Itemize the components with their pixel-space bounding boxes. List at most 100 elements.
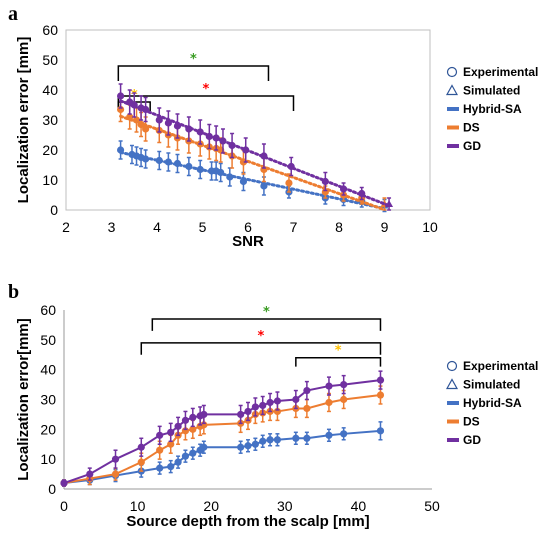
data-point: [325, 398, 333, 407]
significance-bracket: [117, 65, 270, 81]
y-tick-label: 60: [40, 302, 56, 318]
data-point: [292, 395, 300, 404]
legend-label: GD: [463, 139, 481, 153]
data-point: [156, 464, 164, 472]
significance-bracket: [151, 318, 382, 331]
data-point: [217, 168, 225, 177]
series-trendline: [119, 99, 391, 208]
data-point: [237, 410, 245, 419]
data-point: [292, 434, 300, 442]
data-point: [137, 443, 145, 451]
data-point: [242, 146, 250, 154]
data-point: [155, 116, 163, 124]
series-line: [63, 379, 381, 484]
data-point: [155, 156, 163, 165]
data-point: [189, 449, 197, 457]
x-tick-label: 3: [108, 219, 116, 235]
data-point: [86, 470, 94, 478]
data-point: [244, 407, 252, 416]
data-point: [174, 422, 182, 430]
data-point-triangle: [385, 200, 394, 207]
x-tick-label: 0: [60, 498, 68, 514]
y-tick-label: 30: [40, 392, 56, 408]
legend-triangle-marker: [445, 84, 459, 96]
data-point: [173, 159, 182, 168]
data-point: [189, 413, 197, 421]
data-point: [273, 397, 282, 405]
x-tick-label: 20: [203, 498, 219, 514]
data-point: [212, 134, 220, 142]
x-axis-label: Source depth from the scalp [mm]: [126, 513, 369, 530]
data-point: [189, 425, 197, 433]
data-point: [174, 458, 182, 466]
y-tick-label: 50: [42, 52, 58, 68]
data-point: [259, 401, 267, 410]
x-tick-label: 40: [351, 498, 367, 514]
legend-label: Experimental: [463, 359, 538, 373]
plot-frame: [65, 29, 431, 211]
data-point: [111, 470, 120, 478]
data-point: [260, 152, 268, 160]
data-point: [251, 403, 259, 411]
data-point: [111, 455, 120, 463]
data-point: [156, 431, 164, 439]
data-point: [167, 463, 175, 471]
data-point: [303, 386, 311, 395]
data-point: [266, 436, 274, 444]
x-tick-label: 50: [424, 498, 440, 514]
data-point: [273, 436, 282, 444]
data-point: [117, 92, 125, 100]
data-point: [181, 452, 190, 460]
data-point: [205, 132, 213, 141]
panel-label: b: [8, 281, 19, 303]
x-tick-label: 10: [130, 498, 146, 514]
data-point: [200, 443, 208, 451]
data-point: [340, 380, 348, 389]
data-point: [173, 122, 182, 130]
data-point: [196, 165, 204, 174]
data-point: [126, 113, 134, 121]
y-tick-label: 0: [50, 202, 58, 218]
legend-label: DS: [463, 415, 480, 429]
data-point: [156, 446, 164, 454]
y-tick-label: 10: [40, 451, 56, 467]
x-tick-label: 6: [244, 219, 252, 235]
data-point: [185, 125, 193, 133]
significance-bracket: [295, 356, 382, 367]
data-point: [142, 105, 150, 114]
data-point: [325, 382, 333, 390]
legend-label: DS: [463, 121, 480, 135]
data-point: [226, 173, 234, 181]
data-point: [167, 428, 175, 436]
data-point: [196, 128, 204, 136]
data-point: [340, 395, 348, 404]
data-point: [142, 155, 150, 163]
y-tick-label: 30: [42, 112, 58, 128]
data-point: [132, 116, 141, 124]
data-point: [244, 442, 252, 450]
y-tick-label: 20: [42, 142, 58, 158]
series-line: [63, 394, 381, 485]
x-tick-label: 9: [381, 219, 389, 235]
data-point: [321, 177, 329, 186]
data-point: [285, 179, 293, 187]
legend-label: Experimental: [463, 65, 538, 79]
legend-label: Simulated: [463, 378, 520, 392]
y-tick-label: 0: [48, 481, 56, 497]
data-point: [164, 119, 172, 127]
data-point: [260, 182, 268, 190]
significance-star: *: [335, 344, 342, 359]
data-point: [303, 434, 311, 442]
series-line: [63, 429, 381, 485]
panel-b-chart: b 0 10 20 30 40 50 0 10 20 30 40 50 60 Source depth fr…: [8, 281, 538, 530]
panel-label: a: [8, 3, 18, 25]
data-point: [142, 125, 150, 133]
data-point: [200, 410, 208, 419]
data-point: [219, 137, 227, 145]
data-point: [167, 440, 175, 448]
significance-star: *: [263, 305, 270, 320]
legend-label: Hybrid-SA: [463, 396, 522, 410]
data-point: [60, 479, 68, 487]
data-point: [339, 185, 348, 193]
